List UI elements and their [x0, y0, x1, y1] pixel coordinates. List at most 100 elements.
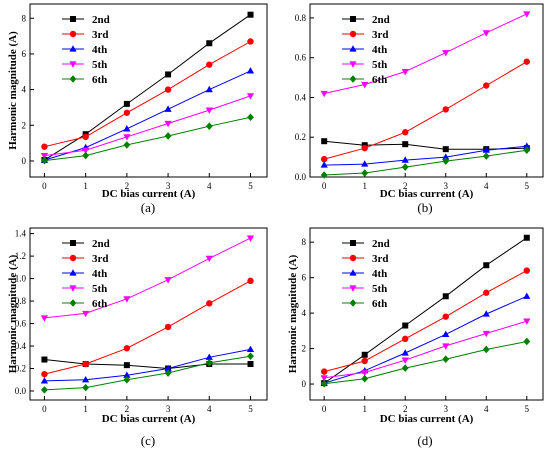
legend-label: 3rd [372, 29, 389, 41]
x-axis-label: DC bias current (A) [380, 413, 474, 425]
data-point-3rd [41, 143, 48, 150]
data-point-4th [523, 142, 531, 149]
legend-label: 2nd [372, 14, 390, 26]
panel-label: (d) [417, 433, 432, 448]
data-point-2nd [361, 351, 368, 358]
legend-marker [69, 30, 77, 38]
data-point-2nd [402, 141, 409, 148]
data-point-3rd [442, 313, 449, 320]
data-point-2nd [41, 356, 48, 363]
data-point-5th [361, 81, 369, 89]
legend-marker [349, 30, 357, 38]
legend-marker [349, 45, 357, 52]
legend-marker [350, 240, 356, 246]
data-point-3rd [164, 86, 172, 93]
data-point-5th [205, 107, 213, 114]
x-tick-label: 1 [362, 181, 367, 191]
x-tick-label: 2 [125, 181, 130, 191]
data-point-6th [442, 157, 450, 165]
plot-frame [309, 227, 544, 401]
chart-panel-c: 0 1 2 3 4 5 0.0 0.2 0.4 0.6 0.8 1.0 1.2 1.4 DC bias cu… [7, 227, 268, 448]
panel-label: (c) [141, 433, 155, 448]
y-tick-label: 1.4 [15, 229, 27, 239]
series-line-3rd [324, 61, 528, 160]
chart-panel-d: 0 1 2 3 4 5 0 2 4 6 8 DC bias current (A) Harmonic m… [287, 227, 544, 448]
legend-marker [349, 299, 357, 307]
data-point-3rd [206, 300, 213, 307]
legend-label: 5th [92, 283, 107, 295]
y-tick-label: 0.0 [295, 172, 307, 182]
data-point-6th [320, 379, 328, 388]
data-point-6th [523, 337, 531, 346]
x-tick-label: 0 [322, 404, 327, 414]
data-point-4th [164, 105, 172, 112]
data-point-2nd [247, 11, 254, 18]
y-tick-label: 0.4 [295, 92, 307, 102]
plot-frame [29, 3, 268, 178]
data-point-5th [401, 357, 409, 364]
data-point-2nd [247, 361, 254, 368]
data-point-3rd [320, 155, 328, 163]
legend-marker [69, 299, 77, 307]
data-point-5th [523, 318, 531, 325]
x-tick-label: 5 [248, 181, 253, 191]
legend-marker [349, 269, 357, 276]
legend-label: 5th [372, 283, 387, 295]
data-point-6th [482, 345, 490, 354]
y-tick-label: 0.4 [15, 341, 27, 351]
legend-label: 6th [92, 298, 107, 310]
data-point-5th [320, 90, 328, 98]
data-point-3rd [123, 345, 131, 352]
legend-label: 2nd [372, 238, 390, 250]
legend-label: 6th [92, 74, 107, 86]
y-tick-label: 0 [22, 156, 27, 166]
data-point-2nd [402, 322, 409, 329]
y-tick-label: 6 [22, 49, 27, 59]
legend-marker [69, 61, 77, 68]
x-tick-label: 5 [525, 181, 530, 191]
data-point-5th [246, 235, 255, 242]
data-point-4th [246, 67, 255, 74]
legend-label: 2nd [92, 238, 110, 250]
data-point-3rd [41, 370, 48, 378]
x-axis-label: DC bias current (A) [380, 188, 474, 200]
legend-marker [69, 45, 77, 52]
y-tick-label: 0.2 [15, 364, 26, 374]
data-point-2nd [165, 71, 172, 78]
series-line-4th [44, 70, 251, 161]
legend-label: 5th [372, 59, 387, 71]
series-line-4th [324, 145, 527, 166]
x-tick-label: 1 [362, 404, 367, 414]
data-point-4th [523, 292, 531, 299]
data-point-6th [361, 169, 369, 177]
y-tick-label: 0.8 [15, 296, 27, 306]
data-point-2nd [206, 40, 213, 47]
x-tick-label: 3 [443, 181, 448, 191]
y-tick-label: 0.2 [295, 132, 306, 142]
data-point-4th [482, 146, 490, 153]
legend-label: 4th [372, 268, 387, 280]
data-point-5th [164, 120, 172, 128]
data-point-3rd [402, 335, 409, 343]
data-point-6th [205, 359, 213, 367]
legend-marker [69, 285, 77, 292]
data-point-5th [401, 69, 409, 76]
x-tick-label: 1 [83, 181, 88, 191]
series-line-3rd [44, 41, 251, 148]
data-point-6th [401, 163, 409, 171]
series-line-4th [44, 348, 251, 382]
plot-frame [309, 3, 544, 178]
x-axis-label: DC bias current (A) [102, 188, 196, 200]
series-line-6th [44, 355, 251, 391]
data-point-3rd [82, 360, 89, 368]
y-tick-label: 0 [302, 379, 307, 389]
data-point-3rd [483, 289, 490, 296]
data-point-4th [82, 375, 90, 383]
data-point-3rd [361, 144, 368, 152]
data-point-4th [246, 345, 255, 353]
data-point-3rd [320, 368, 328, 375]
data-point-3rd [123, 109, 131, 116]
series-line-4th [324, 295, 528, 384]
data-point-5th [82, 147, 90, 155]
series-line-6th [324, 149, 527, 176]
